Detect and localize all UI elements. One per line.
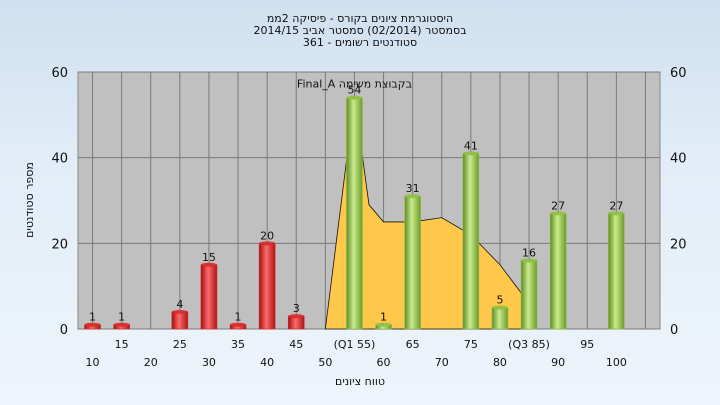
bar — [608, 213, 625, 330]
x-tick-label-lower: 70 — [435, 356, 449, 369]
chart-title: היסטוגרמת ציונים בקורס - פיסיקה 2ממבסמסט… — [253, 12, 466, 49]
bar-cap — [259, 241, 276, 246]
x-tick-label-upper: (Q3 85) — [508, 338, 550, 351]
bar — [549, 213, 567, 330]
bar — [520, 260, 538, 330]
bar-cap — [550, 211, 567, 216]
bar-data-label: 15 — [202, 251, 216, 264]
bar-cap — [84, 322, 101, 327]
x-tick-label-lower: 10 — [86, 356, 100, 369]
bar-cap — [608, 211, 625, 216]
x-tick-label-upper: 45 — [289, 338, 303, 351]
bar — [346, 97, 363, 330]
y-tick-label-left: 20 — [51, 237, 68, 252]
bar — [404, 195, 421, 330]
bar-data-label: 20 — [260, 229, 274, 242]
bar — [200, 264, 218, 330]
x-tick-label-upper: (Q1 55) — [334, 338, 376, 351]
bar-data-label: 27 — [551, 199, 565, 212]
chart-title-line: סטודנטים רשומים - 361 — [303, 36, 417, 49]
y-tick-label-left: 0 — [60, 323, 68, 338]
bar-data-label: 1 — [380, 311, 387, 324]
x-tick-label-lower: 20 — [144, 356, 158, 369]
bar-cap — [230, 322, 247, 327]
y-tick-label-right: 0 — [670, 323, 678, 338]
x-tick-label-lower: 50 — [318, 356, 332, 369]
x-tick-label-upper: 65 — [406, 338, 420, 351]
bar-data-label: 4 — [176, 298, 183, 311]
x-tick-label-lower: 30 — [202, 356, 216, 369]
chart-title-line: היסטוגרמת ציונים בקורס - פיסיקה 2ממ — [267, 12, 453, 25]
x-tick-label-lower: 40 — [260, 356, 274, 369]
bar-data-label: 27 — [609, 199, 623, 212]
bar-cap — [462, 151, 479, 156]
bar-cap — [288, 314, 305, 319]
bar-data-label: 16 — [522, 246, 536, 259]
bar-cap — [491, 305, 508, 310]
x-axis-title: טווח ציונים — [335, 375, 385, 388]
x-tick-label-lower: 100 — [606, 356, 627, 369]
y-tick-label-right: 40 — [670, 152, 687, 167]
x-tick-label-lower: 90 — [551, 356, 565, 369]
area-series-label: Final_A בקבוצת משימה — [297, 78, 412, 91]
y-tick-label-left: 60 — [51, 66, 68, 81]
x-tick-label-upper: 25 — [173, 338, 187, 351]
bar-data-label: 1 — [118, 311, 125, 324]
bar-cap — [375, 322, 392, 327]
x-tick-label-lower: 60 — [377, 356, 391, 369]
chart-title-line: בסמסטר (02/2014) סמסטר אביב 2014/15 — [253, 24, 466, 37]
bar-cap — [171, 309, 188, 314]
bar-cap — [404, 194, 421, 199]
bar-data-label: 1 — [89, 311, 96, 324]
bars-layer — [84, 95, 625, 330]
y-tick-label-right: 20 — [670, 237, 687, 252]
bar-data-label: 1 — [235, 311, 242, 324]
bar-data-label: 3 — [293, 302, 300, 315]
y-tick-label-left: 40 — [51, 152, 68, 167]
x-tick-label-upper: 35 — [231, 338, 245, 351]
x-tick-label-upper: 15 — [115, 338, 129, 351]
bar-cap — [113, 322, 130, 327]
x-tick-label-lower: 80 — [493, 356, 507, 369]
y-axis-title: מספר סטודנטים — [23, 162, 36, 238]
bar — [491, 307, 509, 330]
y-tick-label-right: 60 — [670, 66, 687, 81]
bar-cap — [521, 258, 538, 263]
bar — [258, 243, 276, 330]
x-tick-label-upper: 95 — [580, 338, 594, 351]
bar — [462, 153, 480, 330]
bar — [171, 311, 189, 330]
x-tick-label-upper: 75 — [464, 338, 478, 351]
bar-data-label: 5 — [496, 294, 503, 307]
bar-cap — [346, 95, 363, 100]
bar-data-label: 54 — [347, 84, 361, 97]
bar-cap — [200, 262, 217, 267]
bar-data-label: 31 — [406, 182, 420, 195]
bar-data-label: 41 — [464, 139, 478, 152]
